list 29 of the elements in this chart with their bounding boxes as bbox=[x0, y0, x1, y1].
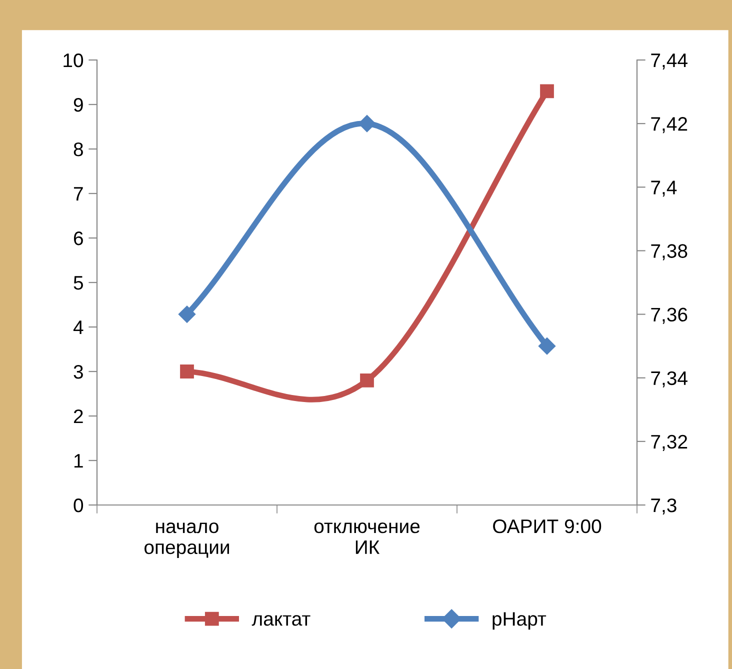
y2-tick-label: 7,4 bbox=[651, 180, 677, 197]
y2-tick-label: 7,42 bbox=[651, 117, 688, 134]
y2-tick-label: 7,3 bbox=[651, 498, 676, 515]
y2-tick-label: 7,38 bbox=[651, 244, 688, 260]
point bbox=[360, 373, 374, 388]
y-tick-label: 9 bbox=[74, 98, 83, 112]
y-tick-label: 8 bbox=[74, 142, 83, 156]
x-tick-label: начало операции bbox=[144, 522, 229, 558]
y-tick-label: 1 bbox=[74, 454, 83, 468]
y-tick-label: 6 bbox=[74, 231, 83, 246]
point bbox=[178, 306, 196, 323]
point bbox=[540, 84, 554, 98]
y-tick-label: 4 bbox=[73, 320, 84, 334]
y-tick-label: 7 bbox=[74, 187, 83, 201]
y-tick-label: 3 bbox=[74, 364, 83, 379]
y-tick-label: 0 bbox=[74, 498, 84, 512]
x-tick-label: ОАРИТ 9:00 bbox=[493, 519, 602, 534]
y-tick-label: 2 bbox=[74, 409, 83, 424]
y-tick-label: 5 bbox=[74, 276, 83, 290]
y-tick-label: 10 bbox=[64, 53, 84, 68]
legend-label: лактат bbox=[252, 615, 310, 626]
point bbox=[538, 338, 556, 355]
y2-tick-label: 7,32 bbox=[651, 434, 688, 451]
y2-tick-label: 7,34 bbox=[651, 371, 688, 388]
y2-tick-label: 7,36 bbox=[651, 308, 688, 324]
x-tick-label: отключение ИК bbox=[314, 522, 420, 554]
legend-label: pHарт bbox=[492, 612, 546, 630]
y2-tick-label: 7,44 bbox=[651, 54, 688, 70]
point bbox=[180, 364, 194, 378]
